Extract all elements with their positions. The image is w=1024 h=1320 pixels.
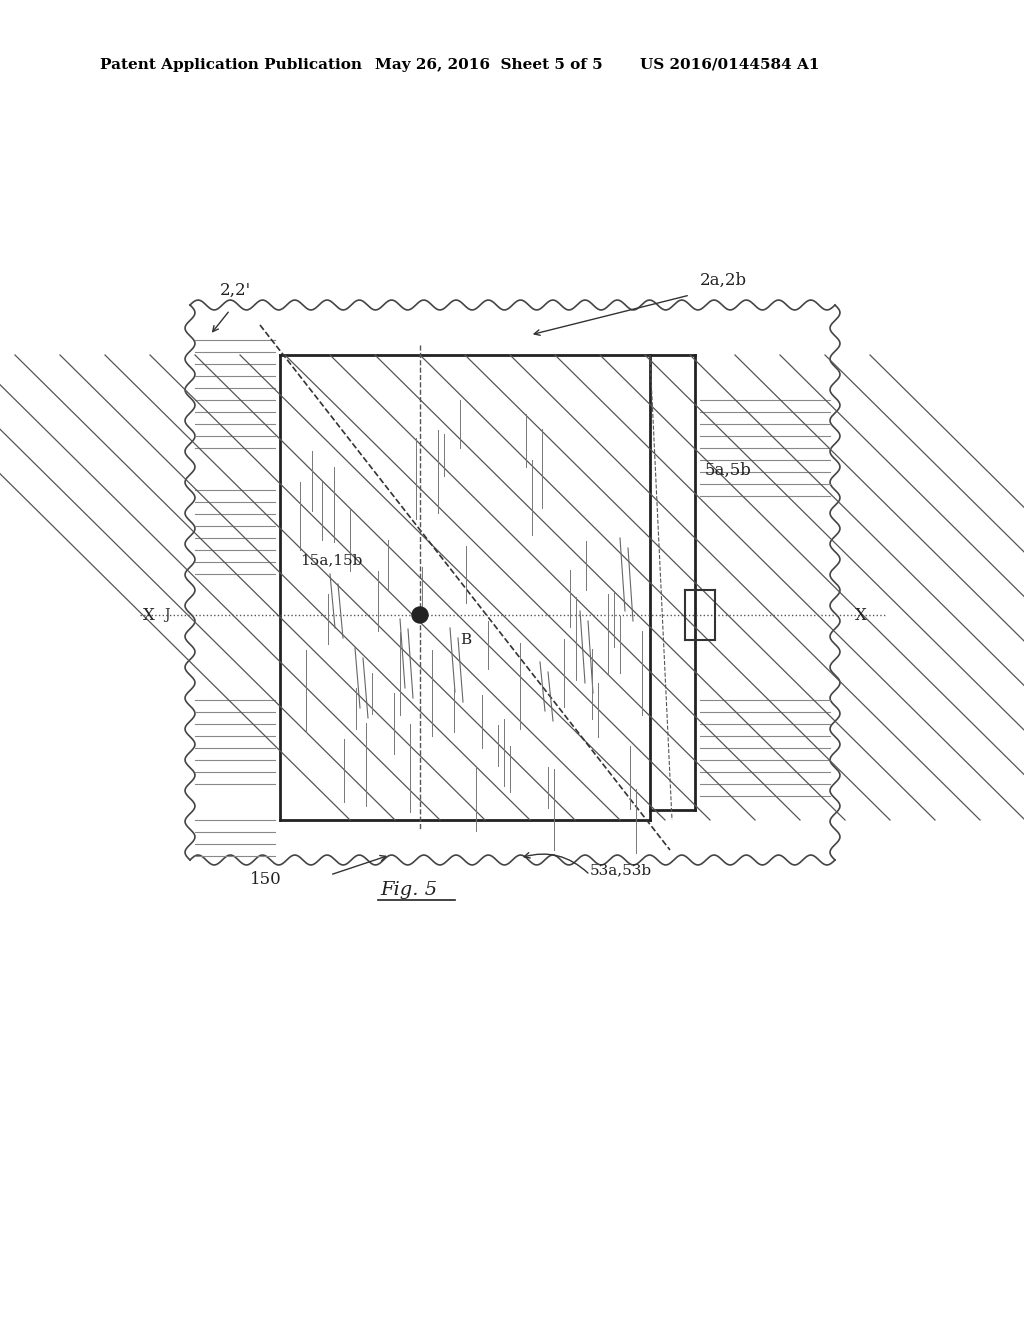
Text: B: B xyxy=(460,634,471,647)
Text: May 26, 2016  Sheet 5 of 5: May 26, 2016 Sheet 5 of 5 xyxy=(375,58,603,73)
Text: 53a,53b: 53a,53b xyxy=(590,863,652,876)
Text: J: J xyxy=(165,609,170,622)
Text: US 2016/0144584 A1: US 2016/0144584 A1 xyxy=(640,58,819,73)
Text: X: X xyxy=(143,606,155,623)
Text: 15a,15b: 15a,15b xyxy=(300,553,362,568)
Text: 5a,5b: 5a,5b xyxy=(705,462,752,479)
Text: 2a,2b: 2a,2b xyxy=(700,272,748,289)
Text: X: X xyxy=(855,606,867,623)
Text: 2,2': 2,2' xyxy=(220,281,251,298)
Text: Patent Application Publication: Patent Application Publication xyxy=(100,58,362,73)
Text: Fig. 5: Fig. 5 xyxy=(380,880,437,899)
Text: 150: 150 xyxy=(250,871,282,888)
Circle shape xyxy=(412,607,428,623)
